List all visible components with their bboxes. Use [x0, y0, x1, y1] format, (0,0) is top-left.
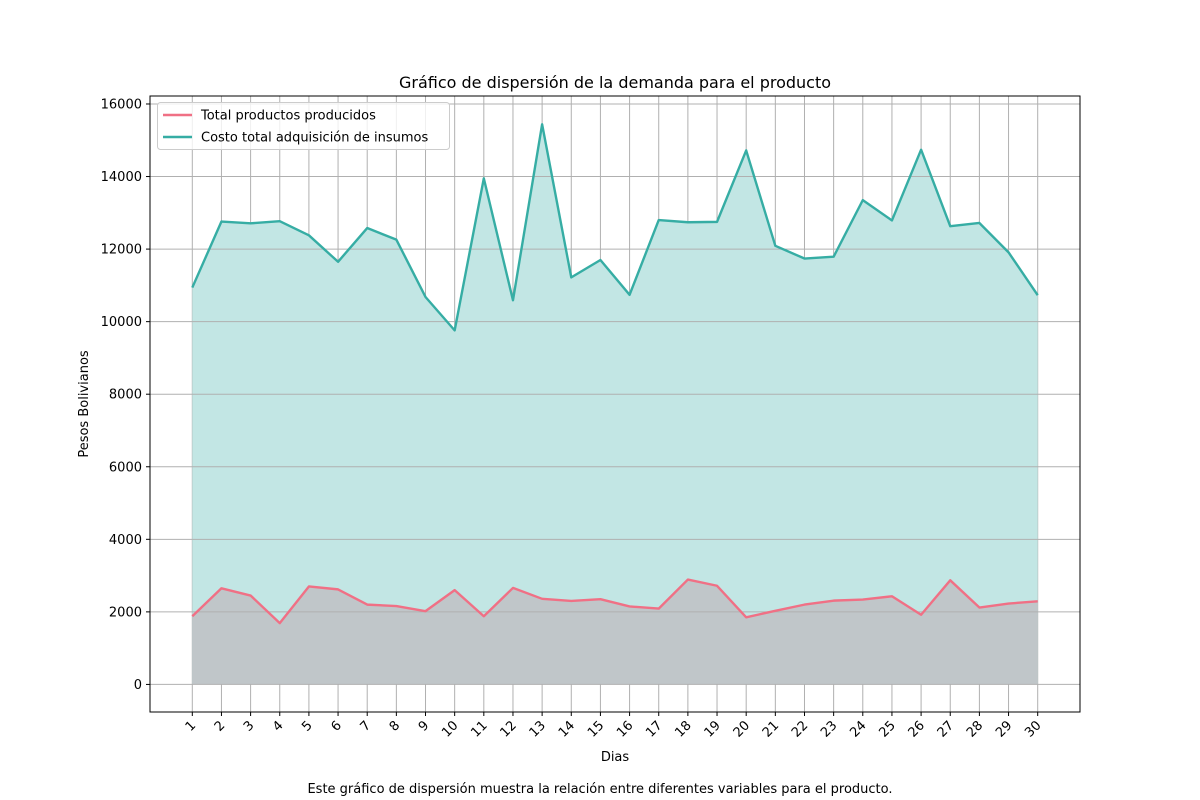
series-area	[192, 579, 1038, 685]
chart-title: Gráfico de dispersión de la demanda para…	[399, 73, 831, 92]
y-axis-label: Pesos Bolivianos	[77, 350, 92, 458]
series-area	[192, 124, 1038, 685]
x-tick-label: 15	[585, 718, 607, 740]
x-tick-label: 18	[672, 718, 694, 740]
series-line	[191, 578, 1038, 625]
x-tick-label: 17	[643, 718, 665, 740]
x-tick-label: 2	[212, 718, 228, 734]
x-tick-label: 28	[964, 718, 986, 740]
x-tick-label: 26	[906, 718, 928, 740]
x-tick-label: 24	[847, 718, 869, 740]
y-tick-label: 4000	[109, 533, 142, 548]
y-tick-label: 14000	[101, 170, 142, 185]
legend-label: Costo total adquisición de insumos	[201, 131, 428, 146]
y-tick-label: 0	[134, 678, 142, 693]
x-tick-label: 7	[358, 718, 374, 734]
plot-frame	[149, 95, 1081, 713]
x-tick-label: 21	[760, 718, 782, 740]
y-tick-label: 16000	[101, 97, 142, 112]
x-tick-label: 4	[270, 718, 286, 734]
x-tick-label: 12	[497, 718, 519, 740]
x-tick-label: 3	[241, 718, 257, 734]
y-tick-label: 10000	[101, 315, 142, 330]
y-tick-label: 6000	[109, 460, 142, 475]
x-tick-label: 27	[935, 718, 957, 740]
chart-svg: Gráfico de dispersión de la demanda para…	[77, 73, 1081, 765]
x-tick-label: 30	[1022, 718, 1044, 740]
x-tick-label: 14	[556, 718, 578, 740]
x-tick-label: 10	[439, 718, 461, 740]
x-tick-label: 6	[328, 718, 344, 734]
y-tick-label: 12000	[101, 243, 142, 258]
x-tick-label: 8	[387, 718, 403, 734]
legend: Total productos producidos Costo total ad…	[157, 102, 450, 150]
x-tick-label: 25	[876, 718, 898, 740]
x-tick-label: 9	[416, 718, 432, 734]
x-tick-label: 23	[818, 718, 840, 740]
x-tick-label: 11	[468, 718, 490, 740]
y-tick-label: 2000	[109, 605, 142, 620]
x-axis-label: Dias	[601, 750, 630, 765]
x-tick-label: 5	[299, 718, 315, 734]
x-tick-label: 29	[993, 718, 1015, 740]
x-tick-label: 19	[702, 718, 724, 740]
y-tick-label: 8000	[109, 388, 142, 403]
legend-box	[157, 102, 450, 150]
chart-caption: Este gráfico de dispersión muestra la re…	[307, 782, 893, 797]
legend-label: Total productos producidos	[200, 109, 376, 124]
x-tick-label: 1	[183, 718, 199, 734]
x-tick-label: 13	[527, 718, 549, 740]
series-line	[191, 123, 1039, 332]
x-tick-label: 16	[614, 718, 636, 740]
x-tick-label: 20	[731, 718, 753, 740]
x-tick-label: 22	[789, 718, 811, 740]
